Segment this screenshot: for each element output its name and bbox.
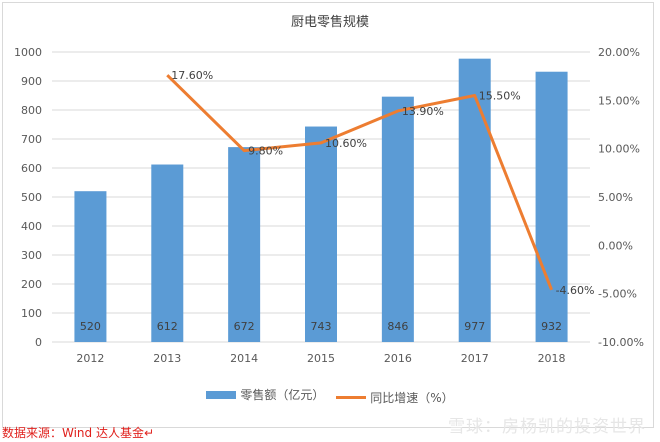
- legend-label: 同比增速（%）: [370, 390, 454, 405]
- y-left-tick: 500: [21, 191, 42, 204]
- y-left-tick: 400: [21, 220, 42, 233]
- x-tick: 2012: [76, 352, 104, 365]
- line-data-label: 9.80%: [248, 145, 283, 158]
- x-tick: 2013: [153, 352, 181, 365]
- bar-data-label: 846: [387, 320, 408, 333]
- bar: [535, 71, 568, 342]
- watermark: 雪球：房杨凯的投资世界: [448, 417, 646, 437]
- y-left-tick: 100: [21, 307, 42, 320]
- bar-data-label: 977: [464, 320, 485, 333]
- y-right-tick: 20.00%: [598, 46, 640, 59]
- x-tick: 2015: [307, 352, 335, 365]
- y-left-tick: 1000: [14, 46, 42, 59]
- bar: [228, 147, 261, 342]
- bar-data-label: 932: [541, 320, 562, 333]
- y-right-tick: -5.00%: [598, 288, 637, 301]
- legend-item-bar: 零售额（亿元）: [206, 386, 324, 403]
- growth-line: [166, 74, 553, 291]
- x-tick: 2017: [461, 352, 489, 365]
- y-left-tick: 0: [35, 336, 42, 349]
- line-data-label: -4.60%: [556, 284, 595, 297]
- x-tick: 2016: [384, 352, 412, 365]
- bar: [458, 58, 491, 343]
- chart-title: 厨电零售规模: [291, 14, 369, 30]
- legend-label: 零售额（亿元）: [240, 388, 325, 402]
- legend: 零售额（亿元） 同比增速（%）: [0, 386, 660, 406]
- bar: [305, 126, 337, 342]
- line-data-label: 13.90%: [402, 105, 444, 118]
- legend-swatch-line: [336, 395, 367, 399]
- bar: [381, 96, 414, 342]
- y-left-tick: 300: [21, 249, 42, 262]
- y-right-tick: 5.00%: [598, 191, 633, 204]
- bar: [151, 164, 184, 342]
- y-left-tick: 600: [21, 162, 42, 175]
- y-right-tick: 0.00%: [598, 239, 633, 252]
- legend-swatch-bar: [206, 390, 237, 399]
- line-data-label: 15.50%: [479, 90, 521, 103]
- bar-data-label: 520: [80, 320, 101, 333]
- y-right-tick: 10.00%: [598, 143, 640, 156]
- y-right-tick: -10.00%: [598, 336, 644, 349]
- y-left-tick: 900: [21, 75, 42, 88]
- bar-data-label: 672: [234, 320, 255, 333]
- y-left-tick: 800: [21, 104, 42, 117]
- x-tick: 2018: [538, 352, 566, 365]
- y-right-tick: 15.00%: [598, 94, 640, 107]
- x-tick: 2014: [230, 352, 258, 365]
- line-data-label: 10.60%: [325, 137, 367, 150]
- data-source-note: 数据来源：Wind 达人基金↵: [2, 426, 155, 440]
- y-left-tick: 700: [21, 133, 42, 146]
- legend-item-line: 同比增速（%）: [336, 389, 454, 406]
- bar-data-label: 612: [157, 320, 178, 333]
- bar-data-label: 743: [311, 320, 332, 333]
- line-data-label: 17.60%: [171, 69, 213, 82]
- bar: [74, 191, 107, 342]
- y-left-tick: 200: [21, 278, 42, 291]
